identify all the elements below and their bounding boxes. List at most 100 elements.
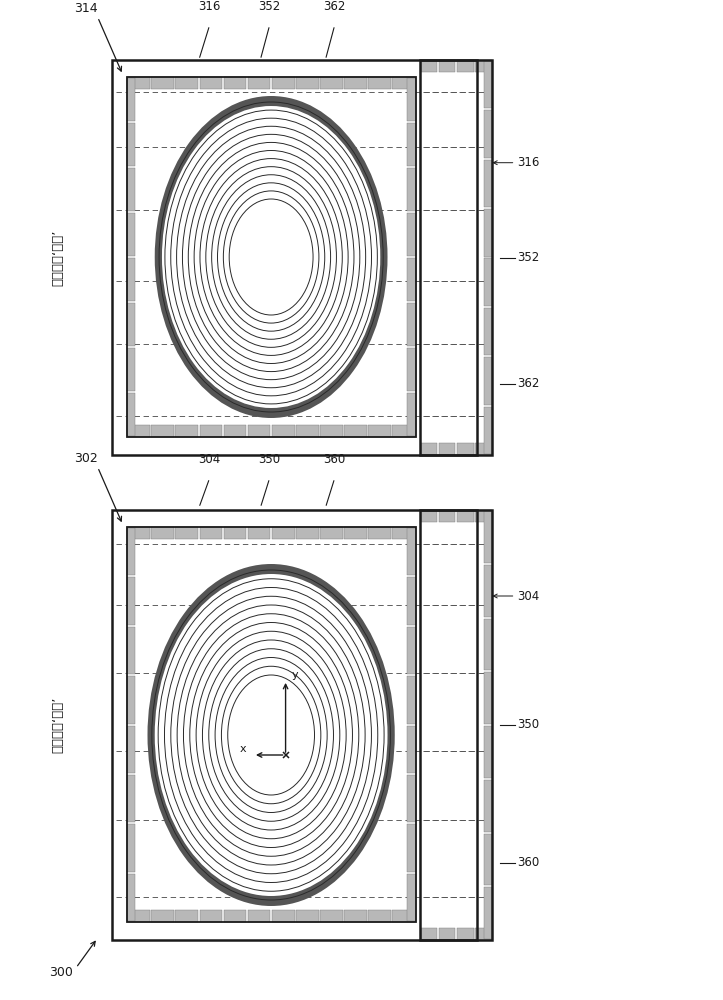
Bar [484,672,492,724]
Bar [457,443,474,455]
Bar [296,910,319,922]
Bar [393,425,415,437]
Bar [200,425,222,437]
Bar [320,425,343,437]
Text: 车辆坤片‘圆形’: 车辆坤片‘圆形’ [51,229,64,286]
Ellipse shape [155,96,388,418]
Text: 360: 360 [324,453,346,466]
Bar [151,910,174,922]
Bar [420,60,492,455]
Text: 350: 350 [259,453,281,466]
Ellipse shape [232,203,310,311]
Bar [200,527,222,539]
Text: 362: 362 [324,0,346,13]
Ellipse shape [162,106,380,408]
Ellipse shape [185,616,357,854]
Ellipse shape [174,122,369,392]
Ellipse shape [218,662,324,808]
Text: 304: 304 [518,589,540,602]
Ellipse shape [202,161,341,353]
Bar [223,425,247,437]
Bar [176,527,198,539]
Bar [320,77,343,89]
Bar [296,77,319,89]
Bar [272,527,294,539]
Ellipse shape [189,144,353,369]
Bar [439,510,455,522]
Ellipse shape [199,635,343,835]
Bar [127,577,135,625]
Bar [457,928,474,940]
Bar [112,60,477,455]
Ellipse shape [208,169,335,345]
Text: 基底坤片‘圆形’: 基底坤片‘圆形’ [51,697,64,753]
Ellipse shape [213,177,329,337]
Bar [407,123,416,166]
Ellipse shape [231,679,312,791]
Bar [151,425,174,437]
Bar [407,627,416,674]
Bar [200,77,222,89]
Bar [320,910,343,922]
Ellipse shape [224,670,318,800]
Bar [127,348,135,391]
Ellipse shape [205,644,337,826]
Text: 362: 362 [518,377,540,390]
Ellipse shape [155,574,388,896]
Bar [475,60,492,72]
Bar [393,910,415,922]
Bar [176,425,198,437]
Bar [344,77,367,89]
Ellipse shape [203,163,339,351]
Bar [368,425,391,437]
Bar [475,510,492,522]
Bar [457,510,474,522]
Bar [248,77,270,89]
Ellipse shape [166,112,376,402]
Ellipse shape [221,187,322,327]
Bar [484,887,492,939]
Text: 360: 360 [518,856,540,869]
Bar [272,910,294,922]
Bar [272,425,294,437]
Bar [439,60,455,72]
Bar [223,910,247,922]
Bar [223,77,247,89]
Ellipse shape [173,599,369,871]
Bar [484,61,492,108]
Bar [296,425,319,437]
Ellipse shape [211,652,331,818]
Bar [407,824,416,872]
Bar [127,425,150,437]
Ellipse shape [196,153,346,361]
Bar [484,357,492,405]
Bar [127,123,135,166]
Text: x: x [239,744,246,754]
Bar [127,528,135,575]
Bar [407,528,416,575]
Ellipse shape [161,582,382,889]
Ellipse shape [161,583,381,887]
Ellipse shape [209,171,333,343]
Bar [407,577,416,625]
Bar [344,527,367,539]
Ellipse shape [161,104,382,410]
Bar [200,910,222,922]
Text: 304: 304 [199,453,221,466]
Bar [344,910,367,922]
Bar [127,77,150,89]
Text: 316: 316 [518,156,540,169]
Text: 350: 350 [518,718,540,732]
Bar [407,78,416,121]
Bar [484,110,492,158]
Ellipse shape [217,660,325,810]
Ellipse shape [236,686,307,784]
Bar [393,77,415,89]
Bar [368,77,391,89]
Bar [248,910,270,922]
Bar [484,209,492,256]
Bar [112,60,477,455]
Ellipse shape [223,669,319,801]
Ellipse shape [185,138,357,376]
Bar [475,928,492,940]
